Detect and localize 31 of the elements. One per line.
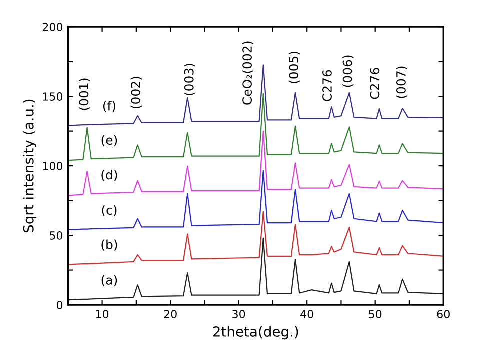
series-label: (b)	[102, 240, 118, 251]
annotation: (007)	[396, 66, 408, 98]
annotation: (005)	[288, 52, 300, 84]
annotation: C276	[322, 70, 332, 102]
y-axis-title: Sqrt intensity (a.u.)	[23, 100, 37, 233]
series-label: (e)	[102, 135, 118, 146]
annotation: (003)	[184, 64, 196, 96]
x-tick-label: 10	[96, 310, 109, 319]
annotation: (001)	[79, 78, 90, 110]
line-series	[68, 130, 444, 196]
x-tick-label: 20	[164, 310, 177, 319]
series-label: (f)	[103, 101, 116, 112]
x-tick-label: 60	[437, 310, 450, 319]
line-series	[68, 170, 444, 231]
annotation: (006)	[342, 56, 354, 88]
annotation: C276	[370, 68, 380, 100]
annotation: CeO₂(002)	[242, 42, 254, 105]
x-tick-label: 50	[369, 310, 382, 319]
series-label: (a)	[102, 275, 118, 286]
x-tick-label: 30	[232, 310, 246, 319]
x-tick-label: 40	[300, 310, 314, 319]
series-label: (c)	[102, 205, 117, 216]
y-tick-label: 150	[43, 92, 63, 101]
y-tick-label: 50	[50, 232, 63, 240]
y-tick-label: 0	[56, 301, 63, 310]
series-label: (d)	[102, 170, 118, 182]
x-axis-title: 2theta(deg.)	[213, 326, 298, 340]
y-tick-label: 100	[43, 162, 63, 170]
annotation: (002)	[130, 77, 142, 109]
y-tick-label: 200	[42, 23, 63, 32]
line-series	[68, 238, 444, 301]
